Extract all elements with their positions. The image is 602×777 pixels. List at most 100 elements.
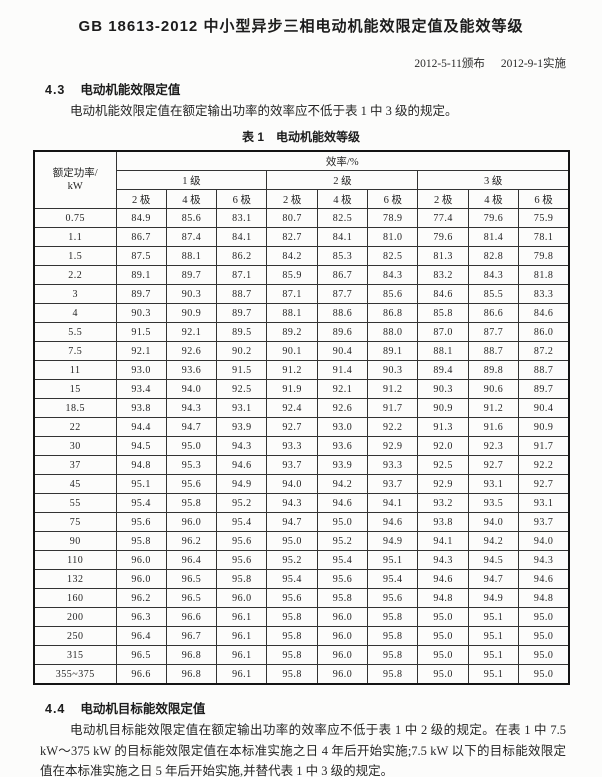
efficiency-value-cell: 90.2	[216, 341, 268, 362]
efficiency-value-cell: 90.6	[467, 379, 520, 400]
efficiency-value-cell: 79.6	[417, 227, 469, 248]
efficiency-grade-table: 额定功率/ kW 效率/% 1 级 2 级 3 级 2 极 4 极 6 极 2 …	[33, 150, 570, 686]
efficiency-value-cell: 95.0	[518, 664, 570, 685]
table-row: 5.5 91.5 92.1 89.5 89.2 89.6 88.0 87.0 87.7 86.0	[33, 322, 570, 343]
efficiency-value-cell: 93.7	[518, 512, 570, 533]
efficiency-value-cell: 89.7	[216, 303, 268, 324]
efficiency-value-cell: 88.7	[518, 360, 570, 381]
efficiency-value-cell: 84.6	[518, 303, 570, 324]
efficiency-value-cell: 95.0	[316, 512, 369, 533]
efficiency-value-cell: 96.0	[216, 588, 268, 609]
efficiency-value-cell: 93.1	[216, 398, 268, 419]
efficiency-value-cell: 95.8	[367, 626, 419, 647]
rated-power-cell: 110	[33, 550, 117, 571]
table-row: 200 96.3 96.6 96.1 95.8 96.0 95.8 95.0 95.1 95.0	[33, 607, 570, 628]
efficiency-value-cell: 88.7	[467, 341, 520, 362]
efficiency-value-cell: 95.2	[266, 550, 318, 571]
efficiency-value-cell: 94.5	[115, 436, 167, 457]
efficiency-value-cell: 84.1	[216, 227, 268, 248]
efficiency-value-cell: 90.4	[518, 398, 570, 419]
efficiency-value-cell: 86.0	[518, 322, 570, 343]
table-row: 11 93.0 93.6 91.5 91.2 91.4 90.3 89.4 89.8 88.7	[33, 360, 570, 381]
efficiency-value-cell: 92.1	[115, 341, 167, 362]
efficiency-value-cell: 95.0	[518, 626, 570, 647]
efficiency-value-cell: 92.7	[467, 455, 520, 476]
efficiency-value-cell: 96.1	[216, 607, 268, 628]
efficiency-value-cell: 92.5	[417, 455, 469, 476]
efficiency-value-cell: 96.6	[115, 664, 167, 685]
efficiency-value-cell: 92.2	[367, 417, 419, 438]
issue-date: 2012-5-11颁布	[414, 58, 485, 70]
efficiency-value-cell: 92.3	[467, 436, 520, 457]
efficiency-value-cell: 87.0	[417, 322, 469, 343]
efficiency-value-cell: 89.2	[266, 322, 318, 343]
efficiency-value-cell: 93.0	[316, 417, 369, 438]
section-title: 电动机目标能效限定值	[80, 702, 206, 717]
efficiency-value-cell: 88.6	[316, 303, 369, 324]
efficiency-value-cell: 89.7	[518, 379, 570, 400]
efficiency-value-cell: 88.7	[216, 284, 268, 305]
rated-power-cell: 160	[33, 588, 117, 609]
standard-dates: 2012-5-11颁布 2012-9-1实施	[0, 55, 602, 71]
efficiency-value-cell: 94.3	[266, 493, 318, 514]
efficiency-value-cell: 94.5	[467, 550, 520, 571]
efficiency-value-cell: 89.1	[115, 265, 167, 286]
rated-power-cell: 37	[33, 455, 117, 476]
efficiency-value-cell: 95.8	[266, 664, 318, 685]
efficiency-value-cell: 86.6	[467, 303, 520, 324]
efficiency-value-cell: 89.1	[367, 341, 419, 362]
efficiency-value-cell: 94.0	[467, 512, 520, 533]
efficiency-value-cell: 95.8	[266, 626, 318, 647]
efficiency-value-cell: 96.8	[165, 664, 218, 685]
table-row: 1.1 86.7 87.4 84.1 82.7 84.1 81.0 79.6 81.4 78.1	[33, 227, 570, 248]
efficiency-value-cell: 95.6	[266, 588, 318, 609]
table-row: 315 96.5 96.8 96.1 95.8 96.0 95.8 95.0 95.1 95.0	[33, 645, 570, 666]
efficiency-value-cell: 90.3	[115, 303, 167, 324]
efficiency-value-cell: 92.1	[165, 322, 218, 343]
efficiency-value-cell: 94.9	[367, 531, 419, 552]
efficiency-value-cell: 94.6	[367, 512, 419, 533]
table-row: 160 96.2 96.5 96.0 95.6 95.8 95.6 94.8 94.9 94.8	[33, 588, 570, 609]
efficiency-value-cell: 95.0	[518, 607, 570, 628]
efficiency-value-cell: 93.3	[266, 436, 318, 457]
table-row: 90 95.8 96.2 95.6 95.0 95.2 94.9 94.1 94.2 94.0	[33, 531, 570, 552]
table-header: 额定功率/ kW 效率/% 1 级 2 级 3 级 2 极 4 极 6 极 2 …	[33, 150, 570, 210]
efficiency-value-cell: 90.3	[165, 284, 218, 305]
efficiency-value-cell: 93.7	[266, 455, 318, 476]
efficiency-value-cell: 96.0	[165, 512, 218, 533]
efficiency-value-cell: 82.8	[467, 246, 520, 267]
efficiency-value-cell: 86.8	[367, 303, 419, 324]
efficiency-value-cell: 95.0	[165, 436, 218, 457]
rated-power-cell: 18.5	[33, 398, 117, 419]
efficiency-value-cell: 95.8	[216, 569, 268, 590]
efficiency-value-cell: 96.0	[115, 569, 167, 590]
efficiency-value-cell: 85.6	[165, 208, 218, 229]
efficiency-value-cell: 95.2	[316, 531, 369, 552]
efficiency-value-cell: 95.2	[216, 493, 268, 514]
implementation-date: 2012-9-1实施	[500, 58, 566, 70]
efficiency-value-cell: 95.0	[417, 607, 469, 628]
efficiency-value-cell: 94.3	[417, 550, 469, 571]
efficiency-value-cell: 94.9	[216, 474, 268, 495]
rated-power-cell: 4	[33, 303, 117, 324]
rated-power-cell: 45	[33, 474, 117, 495]
efficiency-value-cell: 94.6	[417, 569, 469, 590]
efficiency-value-cell: 96.2	[115, 588, 167, 609]
efficiency-value-cell: 94.7	[467, 569, 520, 590]
efficiency-value-cell: 95.6	[165, 474, 218, 495]
efficiency-value-cell: 90.3	[417, 379, 469, 400]
efficiency-value-cell: 85.6	[367, 284, 419, 305]
efficiency-value-cell: 92.5	[216, 379, 268, 400]
table-row: 15 93.4 94.0 92.5 91.9 92.1 91.2 90.3 90.6 89.7	[33, 379, 570, 400]
pole-header: 2 极	[266, 189, 318, 210]
efficiency-value-cell: 93.0	[115, 360, 167, 381]
efficiency-value-cell: 94.3	[165, 398, 218, 419]
efficiency-value-cell: 95.8	[367, 664, 419, 685]
efficiency-value-cell: 87.7	[467, 322, 520, 343]
efficiency-value-cell: 96.0	[115, 550, 167, 571]
efficiency-value-cell: 94.9	[467, 588, 520, 609]
efficiency-value-cell: 92.0	[417, 436, 469, 457]
efficiency-value-cell: 96.8	[165, 645, 218, 666]
efficiency-value-cell: 84.2	[266, 246, 318, 267]
efficiency-value-cell: 95.3	[165, 455, 218, 476]
